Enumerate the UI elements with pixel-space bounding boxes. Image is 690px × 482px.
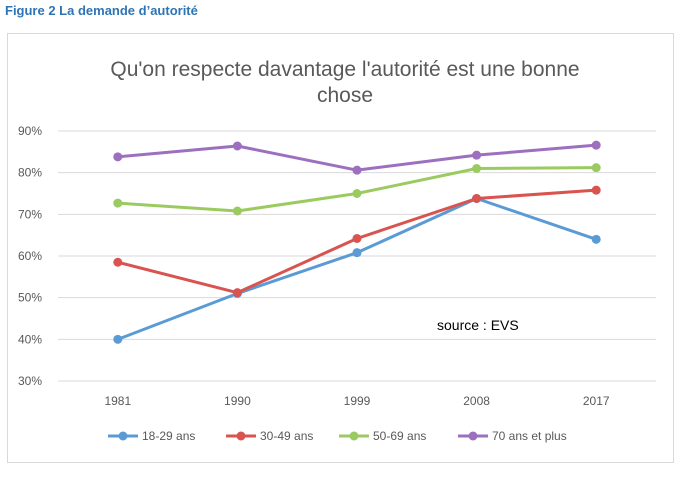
- x-tick-label: 1990: [224, 394, 251, 408]
- x-tick-label: 1999: [344, 394, 371, 408]
- data-point: [591, 163, 601, 173]
- data-point: [232, 206, 242, 216]
- y-tick-label: 50%: [18, 291, 42, 305]
- data-point: [352, 234, 362, 243]
- data-point: [472, 194, 482, 203]
- legend-swatch-marker: [349, 431, 359, 441]
- data-point: [591, 140, 601, 150]
- data-point: [472, 150, 482, 160]
- data-point: [232, 288, 242, 298]
- data-point: [113, 152, 123, 162]
- legend-swatch-marker: [468, 431, 478, 441]
- legend-label: 50-69 ans: [373, 429, 426, 443]
- data-point: [591, 185, 601, 195]
- y-tick-label: 60%: [18, 249, 42, 263]
- data-point: [113, 198, 123, 208]
- data-point: [113, 257, 123, 267]
- figure-caption: Figure 2 La demande d’autorité: [5, 3, 198, 18]
- data-point: [352, 248, 362, 258]
- legend-label: 18-29 ans: [142, 429, 195, 443]
- chart-title-line: Qu'on respecte davantage l'autorité est …: [110, 58, 579, 81]
- legend-label: 70 ans et plus: [492, 429, 567, 443]
- source-annotation: source : EVS: [437, 317, 519, 333]
- data-point: [232, 141, 242, 151]
- y-tick-label: 40%: [18, 332, 42, 346]
- chart-frame: [7, 33, 674, 463]
- data-point: [352, 189, 362, 198]
- data-point: [113, 334, 123, 344]
- x-tick-label: 1981: [104, 394, 131, 408]
- x-tick-label: 2008: [463, 394, 490, 408]
- y-tick-label: 30%: [18, 374, 42, 388]
- legend-swatch-marker: [118, 431, 128, 441]
- data-point: [352, 165, 362, 175]
- legend-swatch-marker: [236, 431, 246, 441]
- data-point: [472, 164, 482, 173]
- x-tick-label: 2017: [583, 394, 610, 408]
- y-tick-label: 80%: [18, 166, 42, 180]
- y-tick-label: 70%: [18, 207, 42, 221]
- legend-label: 30-49 ans: [260, 429, 313, 443]
- chart-title-line: chose: [317, 84, 373, 107]
- series-line: [117, 197, 597, 341]
- y-tick-label: 90%: [18, 124, 42, 138]
- data-point: [591, 234, 601, 244]
